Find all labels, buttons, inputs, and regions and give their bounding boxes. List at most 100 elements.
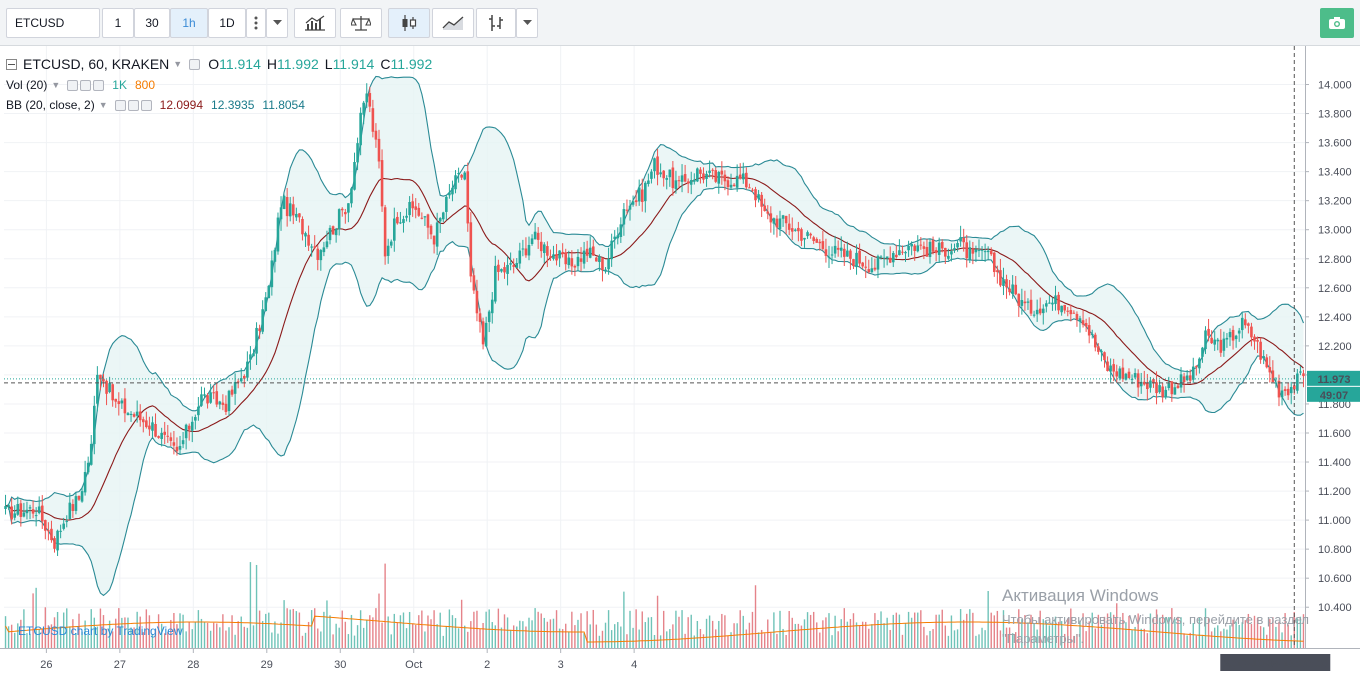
candle-body: [1188, 375, 1192, 381]
volume-bar: [831, 635, 833, 648]
volume-bar: [996, 610, 999, 648]
candle-body: [647, 180, 650, 185]
volume-bar: [629, 610, 631, 648]
volume-bar: [1002, 610, 1005, 648]
interval-30m-button[interactable]: 30: [134, 8, 170, 38]
volume-bar: [1143, 628, 1145, 648]
volume-bar: [1250, 624, 1253, 648]
volume-bar: [1076, 633, 1078, 648]
bb-settings-icon[interactable]: [127, 99, 139, 111]
volume-bar: [1272, 617, 1274, 648]
time-tick-label: 30: [334, 659, 346, 671]
line-style-icon[interactable]: [432, 8, 474, 38]
candle-body: [861, 262, 864, 267]
candle-body: [797, 227, 800, 232]
volume-bar: [730, 632, 732, 648]
candle-body: [1002, 279, 1005, 286]
candle-body: [411, 201, 414, 209]
bb-visibility-icon[interactable]: [114, 99, 126, 111]
volume-bar: [1287, 624, 1289, 648]
interval-1m-button[interactable]: 1: [102, 8, 134, 38]
volume-bar: [384, 563, 386, 648]
snapshot-camera-icon[interactable]: [1320, 8, 1354, 38]
chart-canvas[interactable]: 14.000 13.800 13.600 13.400 13.200 13.000 12.8…: [0, 46, 1360, 681]
candle-body: [527, 244, 531, 256]
ohlc-close-value: 11.992: [390, 56, 433, 72]
interval-1h-button[interactable]: 1h: [170, 8, 208, 38]
volume-bar: [571, 611, 573, 648]
volume-remove-icon[interactable]: [93, 79, 105, 91]
symbol-settings-icon[interactable]: [189, 58, 201, 70]
chart-area[interactable]: 14.000 13.800 13.600 13.400 13.200 13.000 12.8…: [0, 46, 1360, 681]
candle-body: [19, 503, 23, 517]
interval-1d-button[interactable]: 1D: [208, 8, 246, 38]
volume-bar: [705, 618, 708, 648]
candle-body: [402, 219, 405, 224]
time-tick-label: 26: [40, 659, 52, 671]
volume-bar: [148, 615, 151, 648]
candle-body: [25, 509, 29, 514]
candles-style-icon[interactable]: [388, 8, 430, 38]
volume-bar: [84, 620, 86, 648]
volume-bar: [580, 613, 582, 648]
volume-dropdown-icon[interactable]: ▼: [51, 80, 61, 90]
volume-bar: [457, 628, 460, 648]
volume-bar: [1238, 624, 1240, 648]
candle-body: [457, 173, 460, 175]
volume-visibility-icon[interactable]: [67, 79, 79, 91]
volume-bar: [1232, 619, 1234, 648]
candle-body: [815, 238, 819, 243]
candle-body: [1176, 385, 1180, 389]
volume-ma-value: 800: [134, 78, 155, 92]
price-axis-background: [1305, 46, 1360, 681]
symbol-dropdown-icon[interactable]: ▼: [173, 59, 183, 69]
candle-body: [108, 383, 111, 393]
candle-body: [1023, 301, 1027, 304]
candle-body: [304, 233, 307, 237]
candle-body: [163, 431, 167, 435]
price-tick-label: 11.600: [1318, 428, 1351, 440]
interval-dropdown-chevron-icon[interactable]: [266, 8, 288, 38]
volume-settings-icon[interactable]: [80, 79, 92, 91]
more-intervals-icon[interactable]: [246, 8, 266, 38]
bb-legend: BB (20, close, 2) ▼ 12.0994 12.3935 11.8…: [6, 98, 305, 112]
volume-bar: [1201, 634, 1204, 648]
candle-body: [901, 251, 904, 253]
volume-bar: [834, 615, 836, 648]
candle-body: [148, 425, 151, 430]
volume-bar: [797, 623, 800, 648]
tradingview-credit-link[interactable]: ETCUSD chart by TradingView: [18, 624, 183, 638]
candle-body: [953, 248, 956, 251]
candle-body: [50, 528, 53, 541]
symbol-input[interactable]: [6, 8, 100, 38]
candle-body: [331, 226, 335, 235]
candle-body: [490, 299, 494, 314]
candle-body: [362, 102, 365, 115]
candle-body: [947, 255, 950, 259]
candle-body: [1087, 325, 1091, 336]
bb-remove-icon[interactable]: [140, 99, 152, 111]
candle-body: [992, 252, 996, 273]
volume-bar: [1057, 621, 1060, 648]
candle-body: [291, 204, 295, 216]
candle-body: [745, 172, 748, 188]
volume-bar: [519, 620, 521, 648]
candle-body: [1225, 337, 1229, 340]
volume-bar: [130, 627, 132, 648]
volume-bar: [421, 610, 423, 648]
bars-style-icon[interactable]: [476, 8, 516, 38]
collapse-legend-icon[interactable]: [6, 58, 17, 70]
indicators-icon[interactable]: [294, 8, 336, 38]
candle-body: [310, 246, 313, 248]
volume-bar: [209, 630, 212, 648]
time-tick-label: 2: [484, 659, 490, 671]
bb-dropdown-icon[interactable]: ▼: [98, 100, 108, 110]
volume-bar: [124, 617, 126, 648]
volume-bar: [1244, 620, 1247, 648]
volume-bar: [304, 632, 307, 648]
compare-scale-icon[interactable]: [340, 8, 382, 38]
candle-body: [598, 256, 601, 263]
volume-bar: [929, 630, 931, 648]
volume-bar: [782, 628, 784, 648]
chart-style-chevron-icon[interactable]: [516, 8, 538, 38]
